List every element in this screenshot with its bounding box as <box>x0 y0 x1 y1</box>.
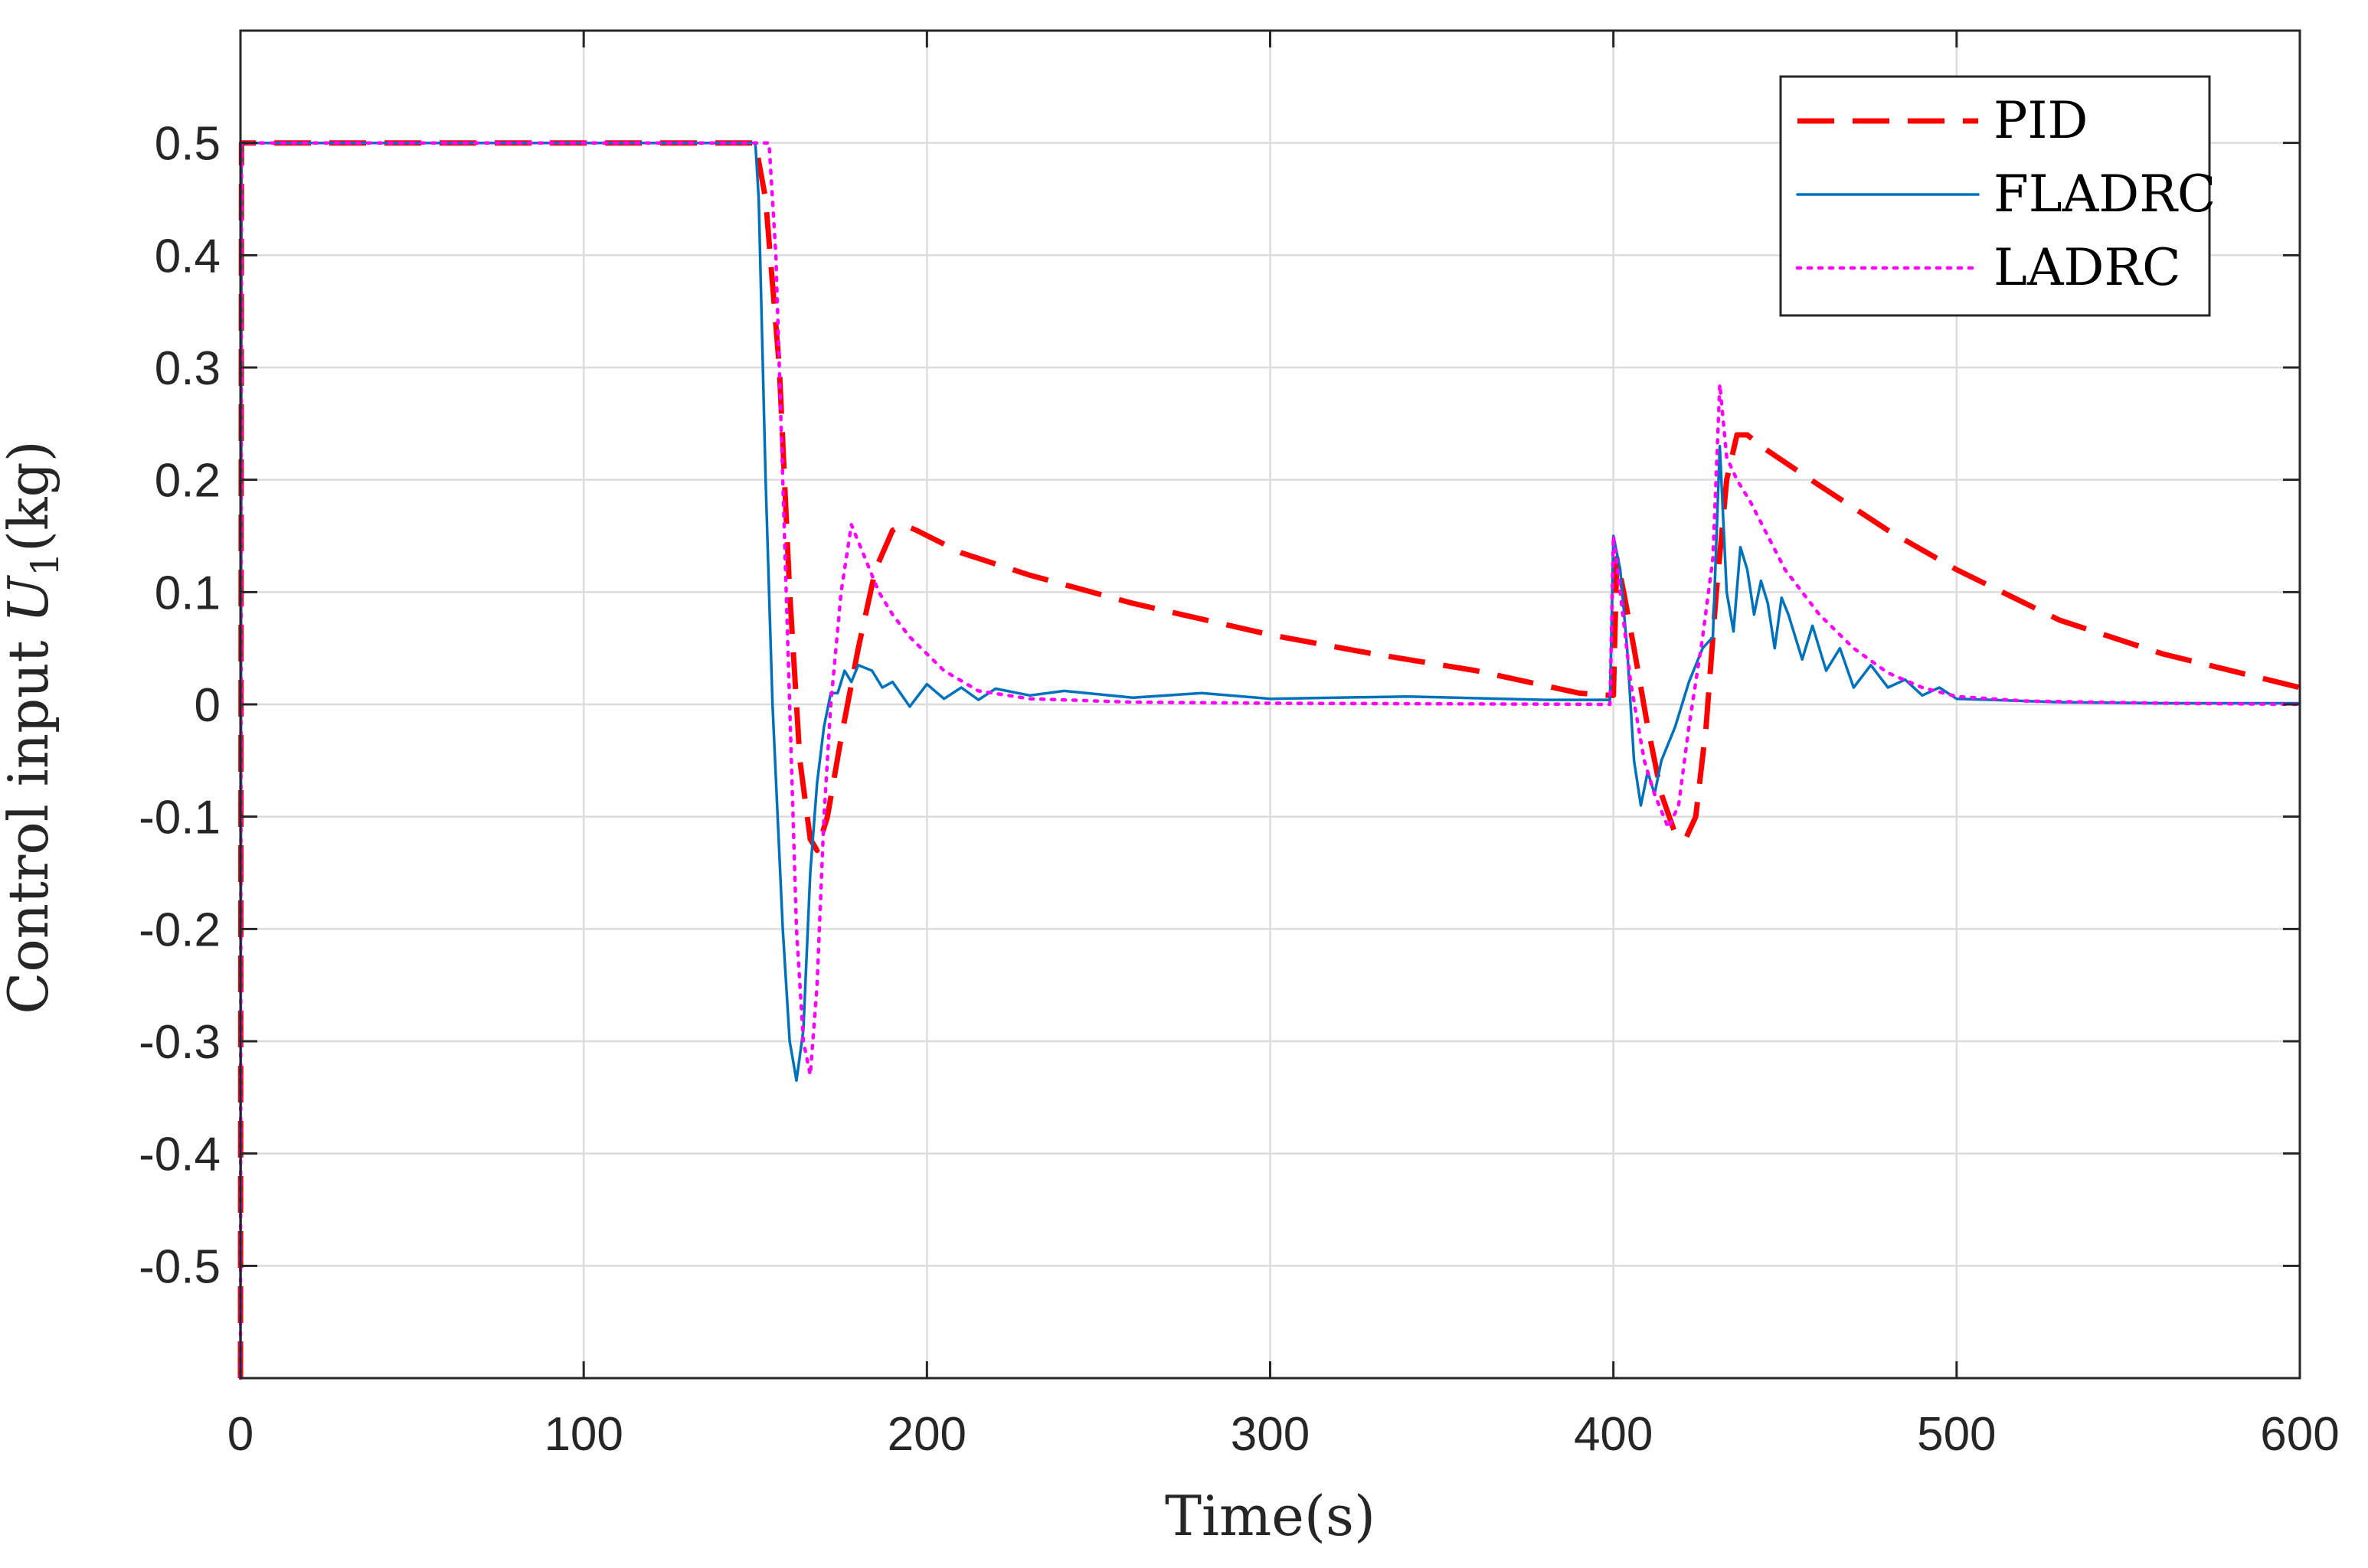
x-tick-label: 0 <box>227 1408 253 1461</box>
y-tick-label: 0.1 <box>155 567 221 619</box>
legend-label-fladrc: FLADRC <box>1994 165 2216 224</box>
y-tick-label: -0.5 <box>139 1240 221 1293</box>
legend-label-pid: PID <box>1994 91 2088 150</box>
series-layer <box>237 140 2302 1380</box>
y-tick-label: -0.3 <box>139 1016 221 1069</box>
legend: PID FLADRC LADRC <box>1779 75 2216 317</box>
legend-box <box>1779 75 2211 317</box>
y-tick-label: -0.2 <box>139 903 221 956</box>
x-tick-label: 500 <box>1917 1408 1996 1461</box>
y-axis-label-subscript: 1 <box>23 552 67 577</box>
y-axis-label-suffix: (kg) <box>0 440 61 552</box>
y-axis-label-prefix: Control input <box>0 623 61 1014</box>
x-tick-label: 400 <box>1574 1408 1653 1461</box>
series-line-ladrc <box>238 141 2302 1380</box>
y-tick-label: 0 <box>195 679 221 732</box>
y-axis-label-symbol: U <box>0 575 61 623</box>
x-tick-label: 100 <box>544 1408 623 1461</box>
ticks <box>239 31 2301 1378</box>
y-tick-label: 0.4 <box>155 230 221 283</box>
y-tick-label: -0.4 <box>139 1129 221 1181</box>
x-tick-label: 200 <box>888 1408 966 1461</box>
y-axis-label: Control input U1(kg) <box>0 440 67 1014</box>
x-tick-label: 600 <box>2260 1408 2339 1461</box>
x-axis-label: Time(s) <box>1165 1484 1375 1548</box>
y-tick-label: 0.5 <box>155 118 221 171</box>
y-tick-label: 0.3 <box>155 342 221 395</box>
tick-labels: 0 100 200 300 400 500 600 -0.5 -0.4 -0.3 -0.2 -0.1 0… <box>139 118 2340 1461</box>
y-tick-label: 0.2 <box>155 455 221 508</box>
legend-label-ladrc: LADRC <box>1994 238 2181 297</box>
y-tick-label: -0.1 <box>139 792 221 844</box>
series-line-fladrc <box>239 141 2301 1380</box>
x-tick-label: 300 <box>1231 1408 1310 1461</box>
